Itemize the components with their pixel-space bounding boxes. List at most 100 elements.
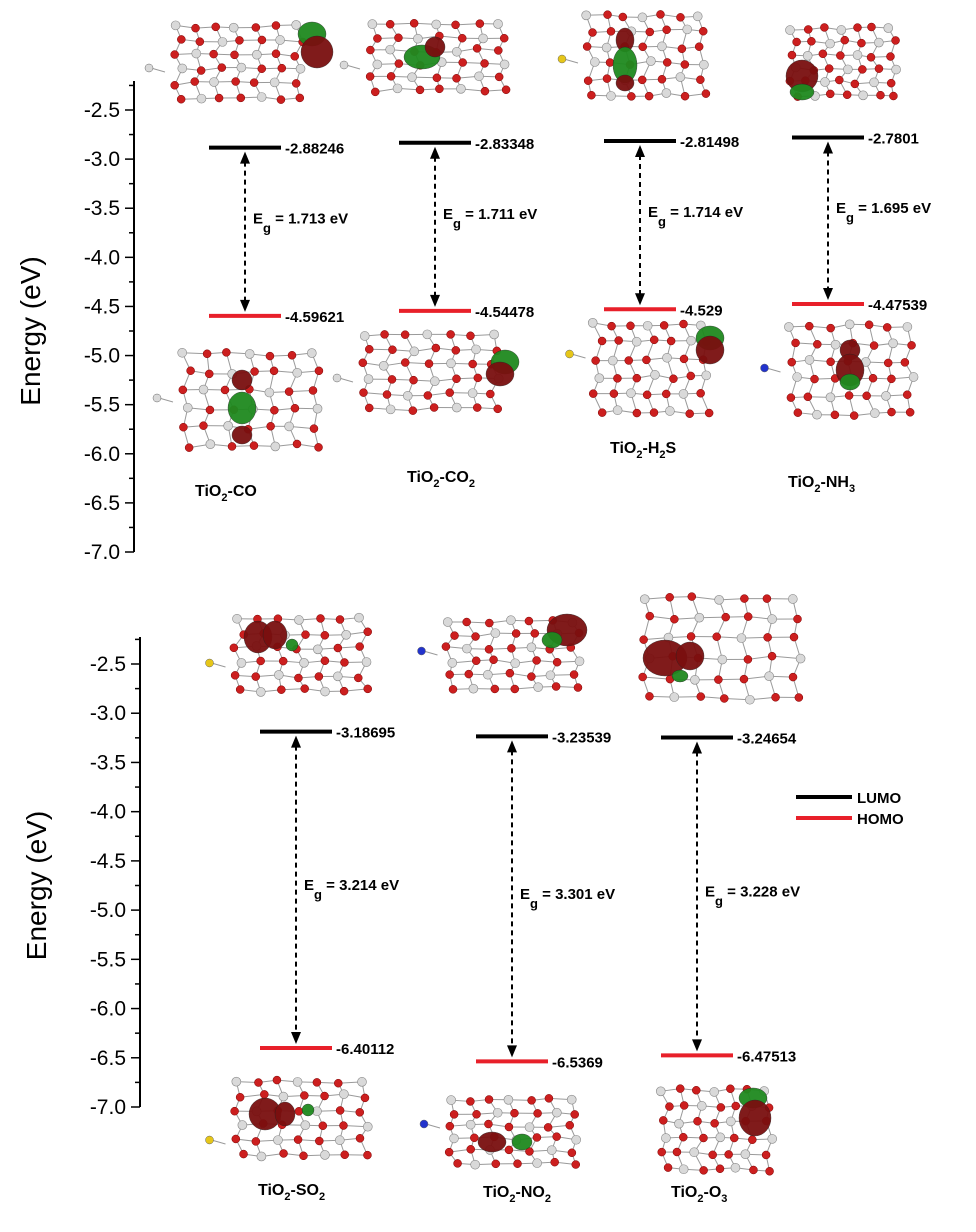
oxygen-atom	[475, 19, 485, 28]
oxygen-atom	[423, 391, 433, 400]
oxygen-atom	[657, 1147, 666, 1157]
titanium-atom	[812, 409, 822, 420]
oxygen-atom	[365, 344, 374, 354]
titanium-atom	[182, 402, 193, 413]
oxygen-atom	[807, 37, 816, 46]
oxygen-atom	[573, 683, 583, 692]
titanium-atom	[367, 19, 378, 29]
oxygen-atom	[687, 592, 697, 601]
y-axis-label: Energy (eV)	[15, 256, 46, 405]
oxygen-atom	[278, 656, 288, 666]
oxygen-atom	[587, 90, 596, 100]
orbital-lobe-red	[695, 335, 725, 365]
cluster-lumo-1	[417, 613, 588, 694]
oxygen-atom	[320, 1091, 329, 1101]
titanium-atom	[292, 367, 303, 378]
oxygen-atom	[363, 684, 372, 694]
titanium-atom	[639, 594, 650, 604]
oxygen-atom	[699, 1166, 708, 1175]
oxygen-atom	[686, 632, 696, 641]
oxygen-atom	[355, 642, 364, 651]
oxygen-atom	[473, 373, 483, 383]
oxygen-atom	[266, 422, 275, 431]
oxygen-atom	[265, 351, 275, 361]
oxygen-atom	[400, 358, 410, 367]
oxygen-atom	[830, 410, 840, 420]
oxygen-atom	[835, 75, 844, 85]
oxygen-atom	[457, 33, 467, 43]
oxygen-atom	[607, 321, 616, 331]
bond	[425, 1123, 441, 1129]
titanium-atom	[546, 1145, 557, 1155]
lumo-value-label: -3.23539	[552, 729, 611, 746]
oxygen-atom	[452, 74, 461, 83]
titanium-atom	[503, 1095, 514, 1105]
oxygen-atom	[883, 358, 893, 368]
oxygen-atom	[292, 439, 302, 449]
oxygen-atom	[449, 1110, 459, 1119]
titanium-atom	[566, 1094, 577, 1105]
y-tick-label: -3.0	[90, 702, 126, 725]
titanium-atom	[594, 373, 605, 383]
titanium-atom	[392, 83, 403, 94]
oxygen-atom	[209, 49, 218, 59]
oxygen-atom	[464, 669, 474, 679]
titanium-atom	[385, 44, 395, 55]
titanium-atom	[339, 1089, 349, 1099]
titanium-atom	[333, 671, 343, 682]
oxygen-atom	[314, 366, 324, 376]
lumo-value-label: -3.24654	[737, 730, 797, 747]
oxygen-atom	[657, 75, 667, 84]
titanium-atom	[726, 1116, 736, 1127]
oxygen-atom	[694, 42, 704, 51]
bond	[345, 64, 361, 70]
titanium-atom	[510, 658, 520, 669]
band-gap-label: Eg = 1.713 eV	[253, 211, 348, 236]
titanium-atom	[478, 33, 488, 44]
titanium-atom	[545, 670, 556, 681]
band-gap-label: Eg = 1.695 eV	[836, 200, 931, 225]
homo-value-label: -4.59621	[285, 309, 344, 326]
arrowhead-down	[507, 1045, 517, 1058]
oxygen-atom	[494, 72, 504, 82]
titanium-atom	[372, 59, 383, 70]
oxygen-atom	[645, 27, 655, 37]
oxygen-atom	[588, 389, 598, 398]
titanium-atom	[471, 344, 481, 355]
titanium-atom	[552, 1107, 562, 1118]
oxygen-atom	[661, 389, 671, 399]
oxygen-atom	[532, 1133, 542, 1142]
arrowhead-down	[291, 1032, 301, 1045]
y-tick-label: -3.0	[84, 148, 120, 171]
oxygen-atom	[239, 1149, 248, 1159]
oxygen-atom	[891, 36, 900, 45]
oxygen-atom	[309, 424, 319, 433]
oxygen-atom	[675, 1084, 685, 1093]
titanium-atom	[767, 1134, 778, 1144]
titanium-atom	[236, 658, 247, 668]
oxygen-atom	[614, 336, 623, 345]
oxygen-atom	[743, 655, 753, 664]
arrowhead-down	[823, 288, 833, 301]
oxygen-atom	[485, 618, 494, 628]
oxygen-atom	[451, 346, 461, 355]
y-tick-label: -4.0	[90, 801, 126, 824]
oxygen-atom	[251, 1137, 261, 1146]
oxygen-atom	[432, 73, 442, 83]
titanium-atom	[334, 1135, 345, 1146]
oxygen-atom	[826, 89, 835, 99]
orbital-lobe-green	[301, 1103, 315, 1117]
oxygen-atom	[452, 374, 461, 384]
orbital-lobe-green	[789, 83, 815, 101]
oxygen-atom	[444, 1147, 454, 1157]
oxygen-atom	[868, 373, 878, 383]
homo-value-label: -4.529	[680, 302, 723, 319]
oxygen-atom	[235, 1092, 245, 1102]
oxygen-atom	[294, 673, 303, 683]
oxygen-atom	[679, 354, 689, 364]
titanium-atom	[451, 402, 462, 413]
oxygen-atom	[791, 338, 800, 348]
oxygen-atom	[567, 1148, 577, 1158]
y-tick-label: -3.5	[84, 197, 120, 220]
oxygen-atom	[569, 670, 579, 679]
